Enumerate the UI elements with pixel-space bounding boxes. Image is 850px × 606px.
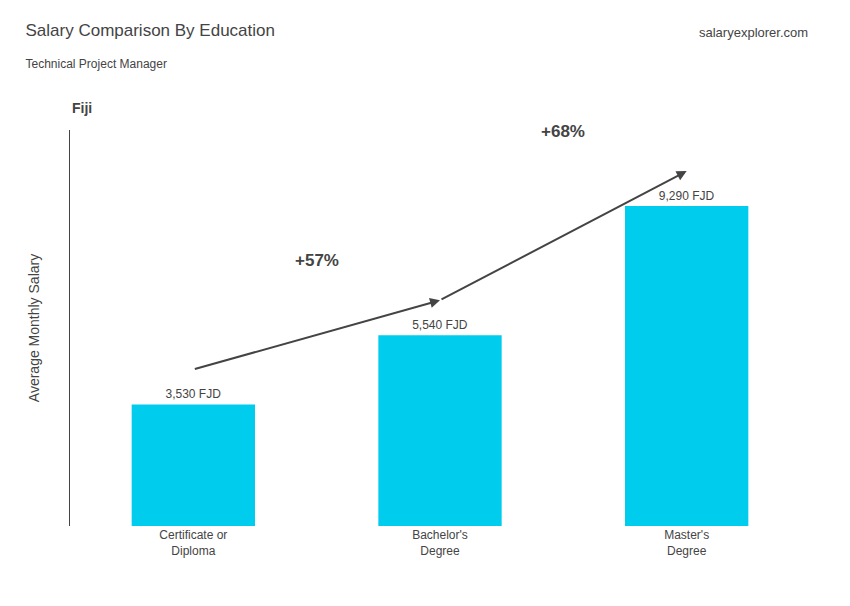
svg-text:Technical Project Manager: Technical Project Manager: [26, 57, 167, 71]
svg-text:+68%: +68%: [541, 122, 585, 141]
svg-text:5,540 FJD: 5,540 FJD: [412, 318, 468, 332]
svg-text:Average Monthly Salary: Average Monthly Salary: [26, 254, 42, 402]
svg-text:salaryexplorer.com: salaryexplorer.com: [699, 25, 808, 40]
svg-text:Master'sDegree: Master'sDegree: [664, 528, 709, 558]
svg-text:9,290 FJD: 9,290 FJD: [659, 189, 715, 203]
svg-text:Bachelor'sDegree: Bachelor'sDegree: [412, 528, 468, 558]
svg-text:3,530 FJD: 3,530 FJD: [165, 387, 221, 401]
svg-text:Certificate orDiploma: Certificate orDiploma: [159, 528, 227, 558]
svg-text:+57%: +57%: [295, 251, 339, 270]
svg-text:Fiji: Fiji: [72, 100, 92, 116]
svg-text:Salary Comparison By Education: Salary Comparison By Education: [26, 21, 275, 40]
